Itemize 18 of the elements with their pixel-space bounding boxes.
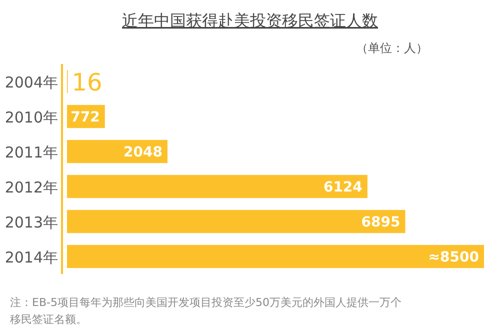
data-label: ≈8500: [428, 250, 480, 266]
data-label: 6895: [361, 214, 400, 230]
text: 注：EB-5项目每年为那些向美国开发项目投资至少50万美元的外国人提供一万个移民签证名额。: [10, 296, 402, 326]
y-tick-label: 2012年: [4, 178, 58, 196]
text: （单位：人）: [356, 41, 428, 55]
data-label: 16: [72, 68, 102, 96]
y-tick-label: 2013年: [4, 214, 58, 232]
chart-title: 近年中国获得赴美投资移民签证人数: [122, 11, 378, 30]
bar: [67, 210, 406, 234]
y-tick-label: 2010年: [4, 108, 58, 126]
bar: [67, 174, 368, 198]
y-tick-label: 2011年: [4, 144, 58, 162]
y-tick-label: 2004年: [4, 74, 58, 92]
bar: [67, 244, 484, 268]
data-label: 6124: [323, 180, 363, 196]
data-label: 2048: [124, 144, 162, 160]
y-tick-label: 2014年: [4, 248, 58, 266]
data-label: 772: [70, 110, 100, 126]
